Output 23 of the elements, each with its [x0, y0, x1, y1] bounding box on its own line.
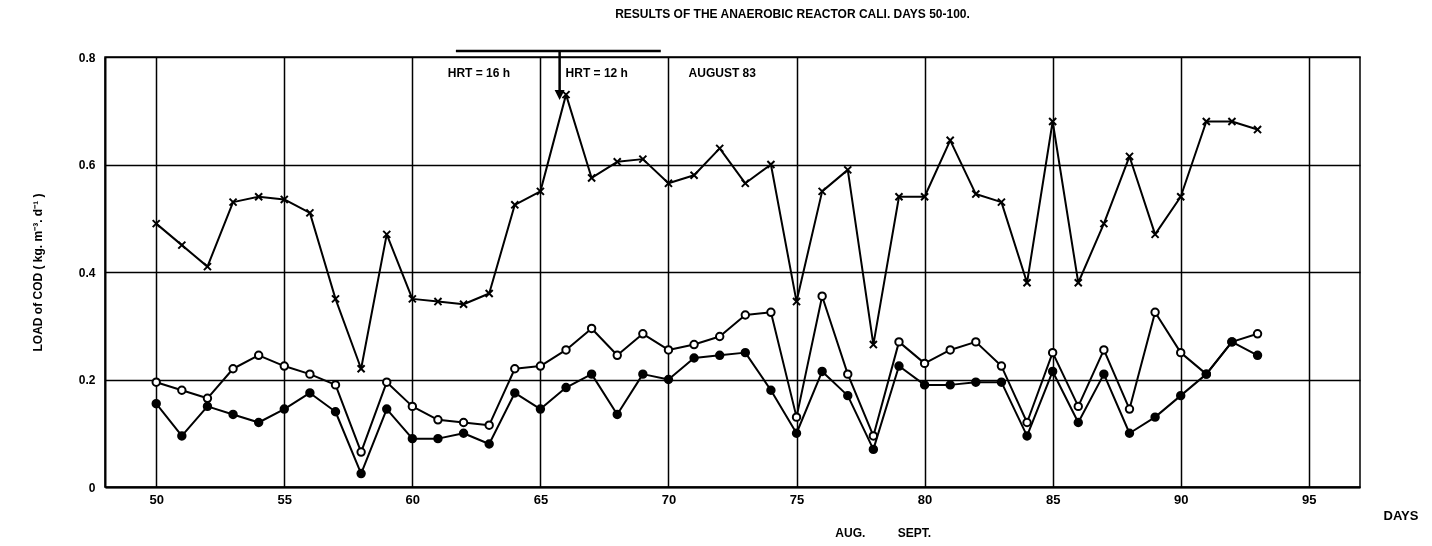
x-axis-title: DAYS — [1383, 507, 1419, 523]
y-tick-label: 0.2 — [78, 373, 96, 387]
x-tick-label: 90 — [1173, 491, 1189, 507]
y-tick-label: 0.6 — [78, 158, 96, 172]
x-tick-label: 75 — [789, 491, 805, 507]
x-tick-label: 85 — [1045, 491, 1061, 507]
annotation: AUGUST 83 — [688, 66, 757, 81]
x-tick-label: 65 — [533, 491, 549, 507]
y-axis-title: LOAD of COD ( kg. m⁻³. d⁻¹ ) — [30, 193, 45, 352]
x-tick-label: 80 — [917, 491, 933, 507]
x-tick-label: 60 — [405, 491, 421, 507]
y-tick-label: 0.8 — [78, 50, 96, 65]
y-tick-label: 0.4 — [78, 265, 96, 280]
y-tick-label: 0 — [88, 480, 96, 495]
annotation: HRT = 12 h — [565, 66, 628, 81]
chart-title: RESULTS OF THE ANAEROBIC REACTOR CALI. DAYS 50-100. — [615, 7, 970, 21]
annotation: HRT = 16 h — [447, 66, 511, 81]
x-tick-label: 55 — [277, 491, 293, 507]
x-tick-label: 50 — [149, 491, 164, 507]
text: SEPT. — [897, 525, 932, 540]
x-tick-label: 95 — [1302, 491, 1317, 507]
text: AUG. — [835, 525, 866, 540]
x-tick-label: 70 — [661, 491, 677, 507]
